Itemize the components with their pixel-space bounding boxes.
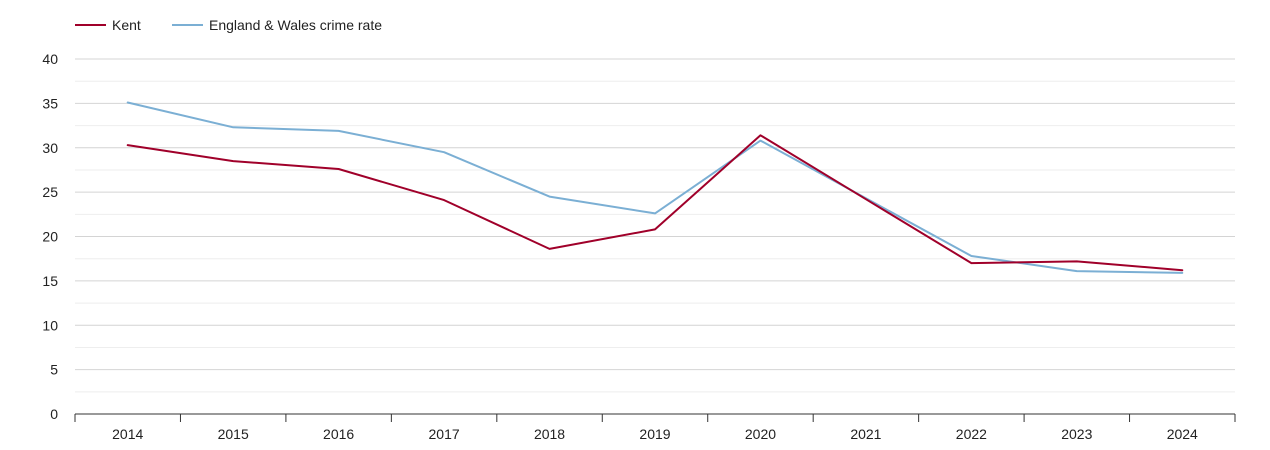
y-tick-label: 0 bbox=[50, 406, 58, 422]
legend-item-kent: Kent bbox=[75, 17, 141, 33]
series-line-kent bbox=[126, 134, 1184, 272]
y-tick-label: 5 bbox=[50, 362, 58, 378]
y-tick-label: 30 bbox=[42, 140, 58, 156]
x-tick-label: 2017 bbox=[429, 426, 460, 442]
gridlines bbox=[75, 58, 1235, 393]
legend-item-england-wales: England & Wales crime rate bbox=[172, 17, 382, 33]
x-tick-label: 2024 bbox=[1167, 426, 1198, 442]
x-tick-label: 2014 bbox=[112, 426, 143, 442]
series-line-england-wales bbox=[126, 101, 1184, 274]
x-axis: 2014 2015 2016 2017 2018 2019 2020 2021 2022 2023… bbox=[74, 414, 1236, 442]
y-axis: 0 5 10 15 20 25 30 35 40 bbox=[42, 51, 58, 422]
y-tick-label: 20 bbox=[42, 229, 58, 245]
x-tick-label: 2016 bbox=[323, 426, 354, 442]
x-tick-label: 2018 bbox=[534, 426, 565, 442]
series-layer bbox=[126, 101, 1184, 274]
legend-label-england-wales: England & Wales crime rate bbox=[209, 17, 382, 33]
x-tick-label: 2022 bbox=[956, 426, 987, 442]
y-tick-label: 10 bbox=[42, 317, 58, 333]
x-tick-label: 2019 bbox=[639, 426, 670, 442]
y-tick-label: 35 bbox=[42, 95, 58, 111]
x-tick-label: 2021 bbox=[850, 426, 881, 442]
legend: Kent England & Wales crime rate bbox=[75, 17, 382, 33]
x-tick-label: 2023 bbox=[1061, 426, 1092, 442]
x-tick-label: 2020 bbox=[745, 426, 776, 442]
y-tick-label: 25 bbox=[42, 184, 58, 200]
legend-label-kent: Kent bbox=[112, 17, 141, 33]
y-tick-label: 15 bbox=[42, 273, 58, 289]
x-tick-label: 2015 bbox=[218, 426, 249, 442]
y-tick-label: 40 bbox=[42, 51, 58, 67]
